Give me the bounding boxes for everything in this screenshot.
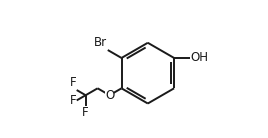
Text: F: F [82,106,89,119]
Text: F: F [69,94,76,107]
Text: OH: OH [191,51,209,64]
Text: Br: Br [94,36,107,49]
Text: F: F [69,76,76,89]
Text: O: O [105,89,114,102]
